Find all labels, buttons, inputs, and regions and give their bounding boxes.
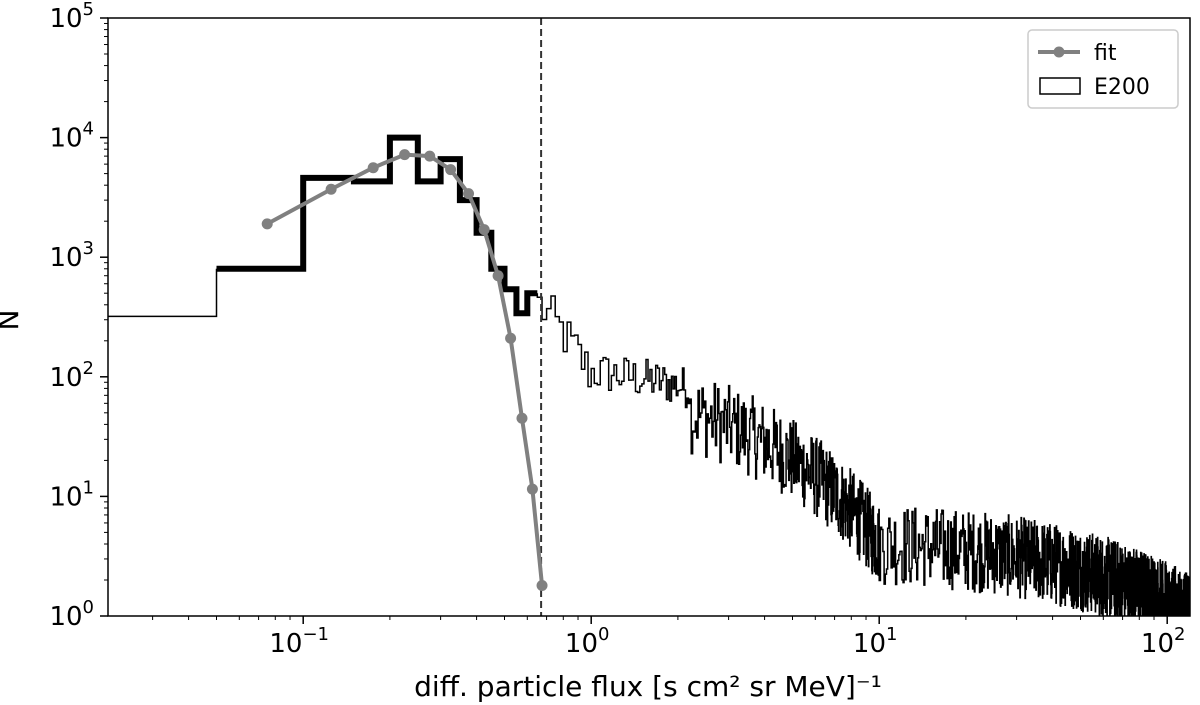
y-axis-label: N <box>0 310 25 331</box>
y-tick-label: 104 <box>49 119 94 154</box>
plot-area <box>107 17 1191 617</box>
fit-point <box>325 183 337 195</box>
y-tick-label: 102 <box>49 358 94 393</box>
legend-e200-label: E200 <box>1094 75 1150 100</box>
histogram-first-bin <box>108 268 218 318</box>
x-axis: 10−1 100 101 102 <box>152 616 1186 659</box>
y-tick-label: 101 <box>49 477 94 512</box>
legend-fit-marker <box>1053 46 1065 58</box>
histogram-fine-bins <box>536 293 1190 616</box>
fit-point <box>261 218 273 230</box>
fit-point <box>505 332 517 344</box>
fit-point <box>367 162 379 174</box>
x-tick-label: 100 <box>565 624 610 659</box>
legend-e200-swatch <box>1039 77 1081 95</box>
fit-point <box>536 579 548 591</box>
fit-point <box>424 150 436 162</box>
fit-point <box>492 270 504 282</box>
fit-point <box>478 224 490 236</box>
fit-point <box>463 188 475 200</box>
plot-frame <box>107 17 1191 617</box>
fit-point <box>399 149 411 161</box>
fit-point <box>516 412 528 424</box>
fit-point <box>445 164 457 176</box>
legend: fit E200 <box>1027 29 1179 109</box>
x-tick-label: 10−1 <box>269 624 329 659</box>
fit-line <box>266 152 545 586</box>
fit-point <box>526 483 538 495</box>
y-tick-label: 100 <box>49 597 94 632</box>
y-tick-label: 103 <box>49 238 94 273</box>
x-axis-label: diff. particle flux [s cm² sr MeV]⁻¹ <box>414 670 882 703</box>
legend-fit-label: fit <box>1094 41 1117 66</box>
y-tick-label: 105 <box>49 0 94 34</box>
x-tick-label: 101 <box>853 624 898 659</box>
x-tick-label: 102 <box>1141 624 1186 659</box>
plot-content <box>108 18 1190 616</box>
y-axis: 100 101 102 103 104 105 <box>49 0 108 632</box>
